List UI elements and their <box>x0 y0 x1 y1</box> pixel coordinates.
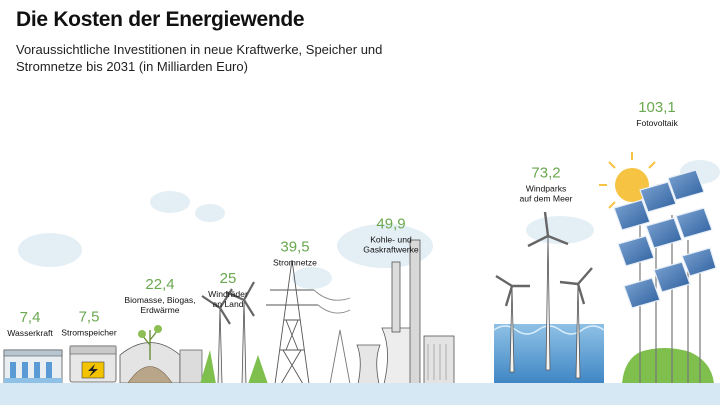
ground <box>0 383 720 405</box>
category-label-biomasse-1: Biomasse, Biogas, <box>124 295 195 305</box>
category-label-wind-meer-1: Windparks <box>526 184 567 194</box>
category-label-kohle-gas-2: Gaskraftwerke <box>363 245 419 255</box>
offshore-wind-icon <box>493 211 605 384</box>
value-label-biomasse: 22,4 <box>145 276 174 293</box>
category-label-stromspeicher: Stromspeicher <box>61 328 117 338</box>
category-label-biomasse-2: Erdwärme <box>140 305 179 315</box>
dam-icon <box>3 349 63 385</box>
power-pylon-icon <box>266 259 351 385</box>
chart-title: Die Kosten der Energiewende <box>16 8 305 31</box>
category-label-fotovoltaik: Fotovoltaik <box>636 118 678 128</box>
category-label-wind-land-1: Windräder <box>208 289 248 299</box>
chart-marks: 7,4 Wasserkraft 7,5 Stromspeicher 22,4 Biomas… <box>7 99 678 338</box>
subtitle-line-2: Stromnetze bis 2031 (in Milliarden Euro) <box>16 59 248 74</box>
category-label-kohle-gas-1: Kohle- und <box>370 235 412 245</box>
sun-icon <box>599 152 665 218</box>
biogas-plant-icon <box>119 325 203 384</box>
value-label-stromnetze: 39,5 <box>280 238 309 255</box>
subtitle-line-1: Voraussichtliche Investitionen in neue K… <box>16 42 383 57</box>
category-label-wasserkraft: Wasserkraft <box>7 328 53 338</box>
wind-turbine-icon <box>200 281 268 385</box>
category-label-stromnetze: Stromnetze <box>273 257 317 267</box>
value-label-kohle-gas: 49,9 <box>376 216 405 233</box>
value-label-wind-land: 25 <box>220 270 237 287</box>
category-label-wind-meer-2: auf dem Meer <box>519 194 572 204</box>
solar-panel-icon <box>599 152 717 384</box>
category-label-wind-land-2: an Land <box>212 299 243 309</box>
value-label-wasserkraft: 7,4 <box>20 309 41 326</box>
chart-subtitle: Voraussichtliche Investitionen in neue K… <box>16 41 416 75</box>
battery-icon <box>69 345 117 383</box>
power-plant-icon <box>356 239 455 385</box>
value-label-wind-meer: 73,2 <box>531 165 560 182</box>
value-label-stromspeicher: 7,5 <box>79 309 100 326</box>
clouds <box>18 160 720 289</box>
value-label-fotovoltaik: 103,1 <box>638 99 676 116</box>
